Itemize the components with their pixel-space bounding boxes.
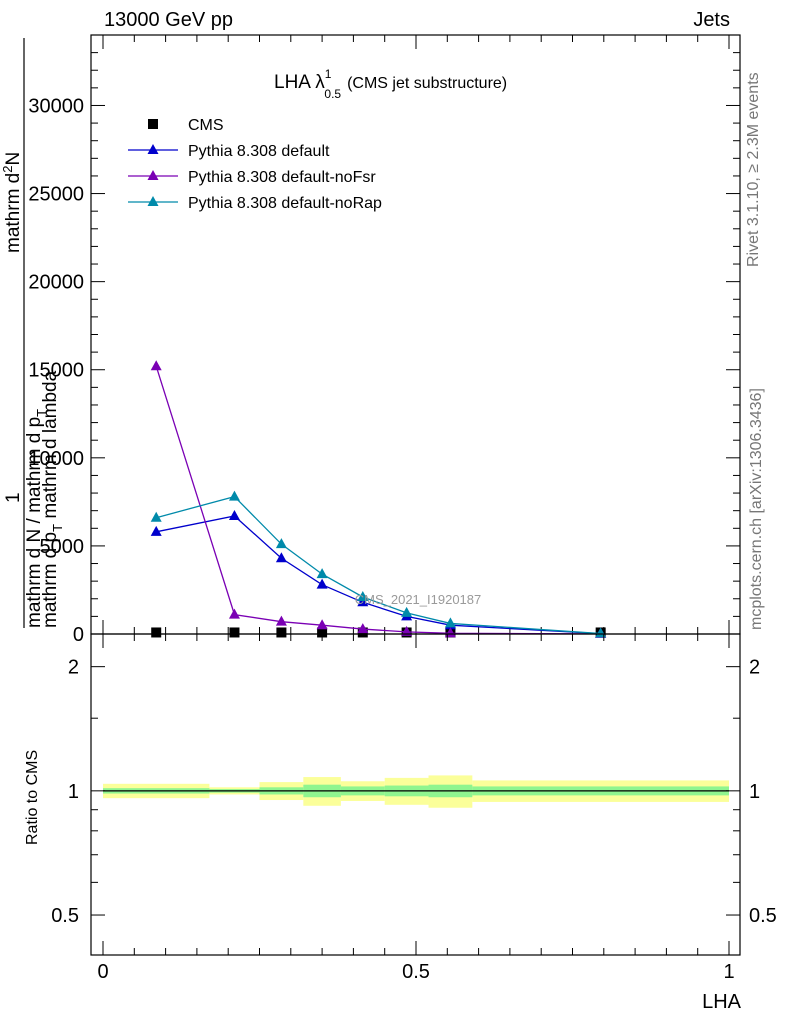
data-point-noRap [401,606,413,617]
ylabel-denom-rest: mathrm d lambda [40,370,61,524]
y-tick-label: 0 [73,624,84,646]
ratio-y-tick-label-right: 2 [749,657,760,679]
ratio-x-ticks: 0 0.5 1 [97,634,735,983]
data-point-noFsr [316,619,328,630]
y-tick-label: 5000 [40,536,85,558]
legend-marker-noRap [147,196,159,206]
ylabel-numerator: mathrm d2N [0,152,24,253]
main-y-ticks: 0 5000 10000 15000 20000 25000 30000 [28,52,740,646]
legend-marker-default [147,144,159,154]
data-point-noFsr [275,615,287,626]
y-tick-label: 10000 [28,448,84,470]
ylabel-lower-sub: T [34,409,49,417]
data-point-default [357,596,369,607]
data-point-noRap [275,538,287,549]
plot-title-sup: 1 [325,67,332,81]
ratio-y-ticks: 0.5 0.5 1 1 2 2 [51,657,777,927]
ratio-y-tick-label-right: 0.5 [749,905,777,927]
data-point-default [316,578,328,589]
legend-marker-noFsr [147,170,159,180]
ylabel-denom-sub: T [50,524,65,532]
legend-label-noFsr: Pythia 8.308 default-noFsr [188,169,376,186]
legend-label-noRap: Pythia 8.308 default-noRap [188,195,382,212]
data-point-default [275,552,287,563]
x-tick-label: 0.5 [402,961,430,983]
ylabel-denominator: mathrm d pT mathrm d lambda [40,370,65,628]
data-point-noFsr [228,608,240,619]
plot-title: LHA λ1 0.5 (CMS jet substructure) [274,67,507,101]
ratio-y-tick-label: 0.5 [51,905,79,927]
main-series [150,360,607,638]
x-tick-label: 1 [723,961,734,983]
ylabel-denom-text: mathrm d p [40,532,61,628]
legend-marker-data [148,119,158,129]
y-tick-label: 15000 [28,360,84,382]
y-tick-label: 20000 [28,272,84,294]
data-point-noRap [444,617,456,628]
legend-label-data: CMS [188,117,224,134]
main-panel: 0 5000 10000 15000 20000 25000 30000 CMS_2021_… [0,34,741,646]
y-tick-label: 25000 [28,184,84,206]
x-tick-label: 0 [97,961,108,983]
data-point-noFsr [401,625,413,636]
ratio-y-tick-label-right: 1 [749,781,760,803]
ratio-panel: 0.5 0.51 12 2 0 0.5 1 Ratio to CMS LHA [24,633,777,1013]
data-point-noFsr [150,360,162,371]
ylabel-lower-text: mathrm d N / mathrm d p [24,417,45,628]
plot-title-main: LHA λ [274,72,325,93]
ratio-y-tick-label: 2 [68,657,79,679]
plot-title-sub: 0.5 [324,87,341,101]
y-tick-label: 30000 [28,95,84,117]
data-point-data [151,627,162,638]
ylabel-upper-sup: 2 [0,166,15,173]
legend: CMS Pythia 8.308 default Pythia 8.308 defa… [128,117,382,212]
ylabel-lower: mathrm d N / mathrm d pT [24,409,49,628]
ylabel-upper-text: mathrm d [3,173,24,253]
data-point-noRap [150,511,162,522]
process-label: Jets [693,9,730,31]
data-point-noRap [228,490,240,501]
data-point-data [276,627,287,638]
series-line-default [156,515,601,635]
watermark: CMS_2021_I1920187 [355,592,482,607]
main-y-axis-label: mathrm d N / mathrm d pT 1 mathrm d pT m… [0,38,65,628]
energy-label: 13000 GeV pp [104,9,233,31]
data-point-noFsr [357,623,369,634]
data-point-default [150,525,162,536]
plot-title-suffix: (CMS jet substructure) [347,75,507,92]
ratio-y-axis-label: Ratio to CMS [24,750,41,845]
ylabel-one: 1 [3,492,24,503]
x-axis-label: LHA [702,991,742,1013]
series-line-noFsr [155,366,601,635]
data-point-data [229,627,240,638]
ratio-y-tick-label: 1 [68,781,79,803]
data-point-noRap [357,591,369,602]
legend-label-default: Pythia 8.308 default [188,143,330,160]
data-point-default [228,509,240,520]
main-x-ticks [102,35,730,634]
series-line-noRap [156,495,601,635]
ratio-bands [103,775,729,808]
ylabel-upper-rest: N [3,152,24,166]
data-point-data [317,627,328,638]
data-point-noRap [316,568,328,579]
